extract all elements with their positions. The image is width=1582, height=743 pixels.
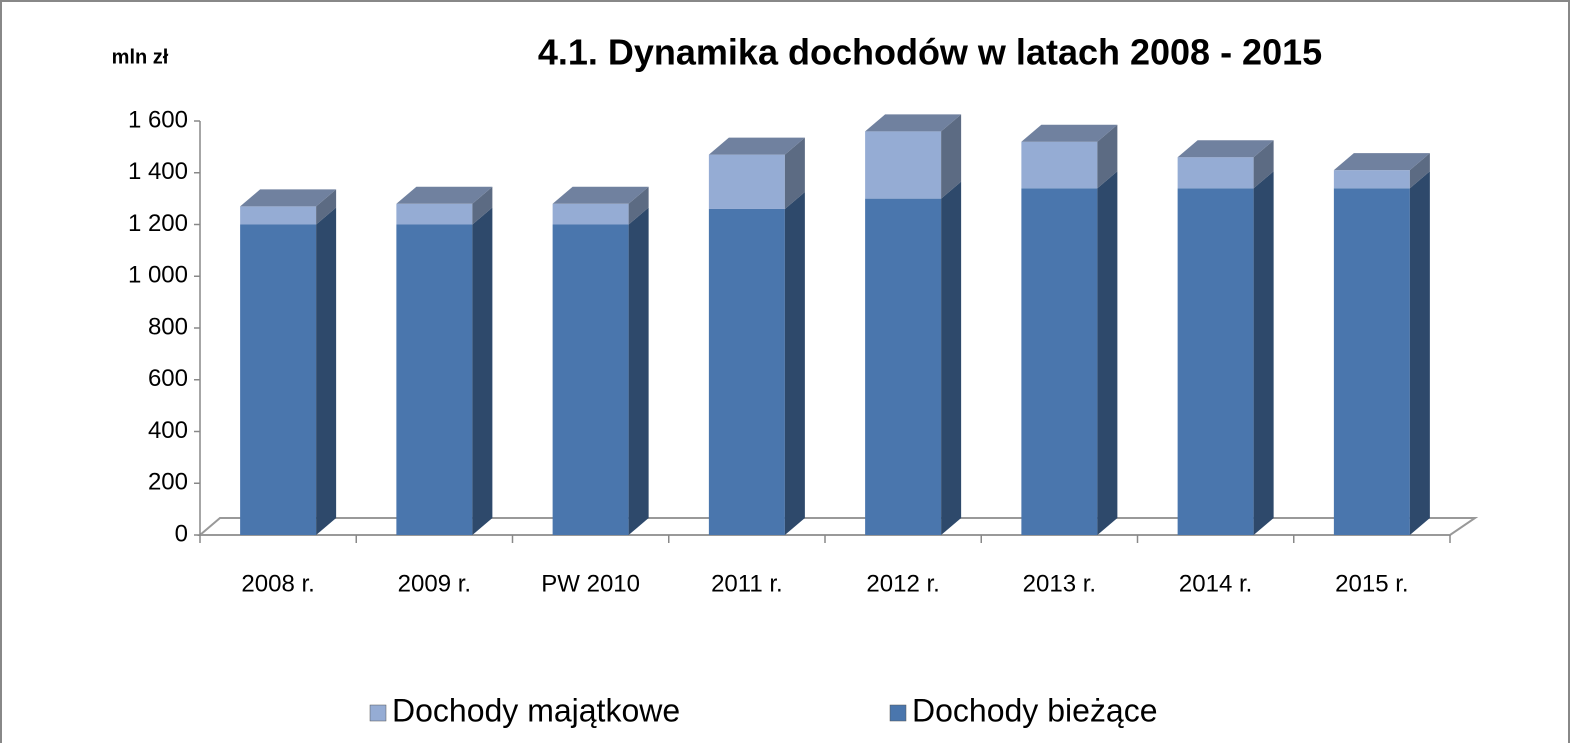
bar-segment: [708, 154, 785, 209]
y-tick-label: 600: [148, 365, 188, 392]
x-tick-label: 2013 r.: [1023, 570, 1096, 597]
y-tick-label: 1 000: [128, 262, 188, 289]
legend-label: Dochody majątkowe: [392, 692, 680, 728]
legend-label: Dochody bieżące: [912, 692, 1157, 728]
bar-side: [472, 186, 493, 225]
x-tick-label: PW 2010: [541, 570, 640, 597]
x-tick-label: 2014 r.: [1179, 570, 1252, 597]
y-tick-label: 1 600: [128, 106, 188, 133]
bar-segment: [240, 206, 317, 225]
x-tick-label: 2011 r.: [711, 570, 783, 597]
bar-segment: [865, 198, 942, 535]
bar-side: [316, 189, 337, 225]
bar-segment: [1333, 188, 1410, 535]
bar-top: [1333, 153, 1430, 171]
bar-top: [552, 186, 649, 204]
legend-swatch: [889, 704, 907, 722]
x-tick-label: 2008 r.: [241, 570, 314, 597]
bar-side: [1097, 124, 1118, 189]
bar-side: [1097, 171, 1118, 535]
bar-side: [628, 186, 649, 225]
bar-side: [628, 207, 649, 535]
bar-segment: [1021, 141, 1098, 189]
bar-segment: [396, 203, 473, 225]
bar-segment: [552, 203, 629, 225]
bar-side: [784, 137, 805, 209]
bar-side: [472, 207, 493, 535]
bar-side: [1253, 171, 1274, 535]
bar-top: [708, 137, 805, 155]
y-tick-label: 0: [175, 520, 188, 547]
bar-top: [396, 186, 493, 204]
x-tick-label: 2009 r.: [398, 570, 471, 597]
bar-side: [1409, 153, 1430, 189]
bar-segment: [1021, 188, 1098, 535]
bar-top: [865, 114, 962, 132]
bar-segment: [865, 131, 942, 199]
bar-top: [240, 189, 337, 207]
bar-segment: [396, 224, 473, 535]
bar-side: [941, 181, 962, 535]
bar-segment: [1333, 170, 1410, 189]
bar-side: [784, 191, 805, 535]
bar-top: [1177, 140, 1274, 158]
x-tick-label: 2015 r.: [1335, 570, 1408, 597]
bar-side: [316, 207, 337, 535]
x-tick-label: 2012 r.: [866, 570, 939, 597]
y-tick-label: 400: [148, 417, 188, 444]
bar-segment: [708, 208, 785, 535]
bar-side: [1409, 171, 1430, 535]
bar-side: [941, 114, 962, 199]
chart-title: 4.1. Dynamika dochodów w latach 2008 - 2…: [538, 32, 1322, 73]
y-tick-label: 1 200: [128, 210, 188, 237]
floor: [197, 517, 1479, 536]
bar-segment: [1177, 188, 1254, 535]
y-axis-label: mln zł: [112, 46, 169, 68]
legend-swatch: [369, 704, 387, 722]
y-tick-label: 200: [148, 469, 188, 496]
bar-top: [1021, 124, 1118, 142]
bar-side: [1253, 140, 1274, 189]
y-tick-label: 800: [148, 313, 188, 340]
y-tick-label: 1 400: [128, 158, 188, 185]
bar-segment: [1177, 157, 1254, 189]
bar-segment: [552, 224, 629, 535]
bar-segment: [240, 224, 317, 535]
